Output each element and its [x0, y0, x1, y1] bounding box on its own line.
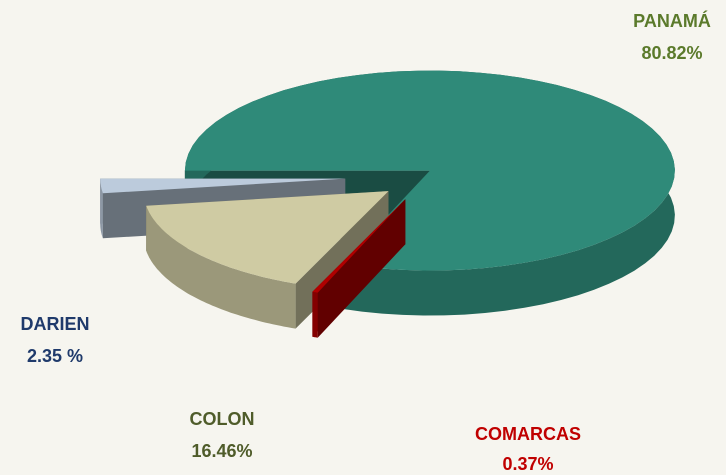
slice-wall — [312, 199, 406, 337]
value-label: 16.46% — [191, 441, 252, 461]
value-label: 80.82% — [641, 43, 702, 63]
slice-label: COLON — [190, 409, 255, 429]
slice-side — [100, 178, 103, 239]
slice — [184, 70, 675, 271]
slice-side — [146, 205, 296, 329]
value-label: 0.37% — [502, 454, 553, 474]
slice-label: DARIEN — [20, 314, 89, 334]
slice — [146, 191, 389, 284]
slice-label: COMARCAS — [475, 424, 581, 444]
slice-side — [312, 291, 318, 338]
value-label: 2.35 % — [27, 346, 83, 366]
slice — [312, 199, 406, 293]
slice-label: PANAMÁ — [633, 10, 711, 31]
slice — [100, 178, 346, 194]
